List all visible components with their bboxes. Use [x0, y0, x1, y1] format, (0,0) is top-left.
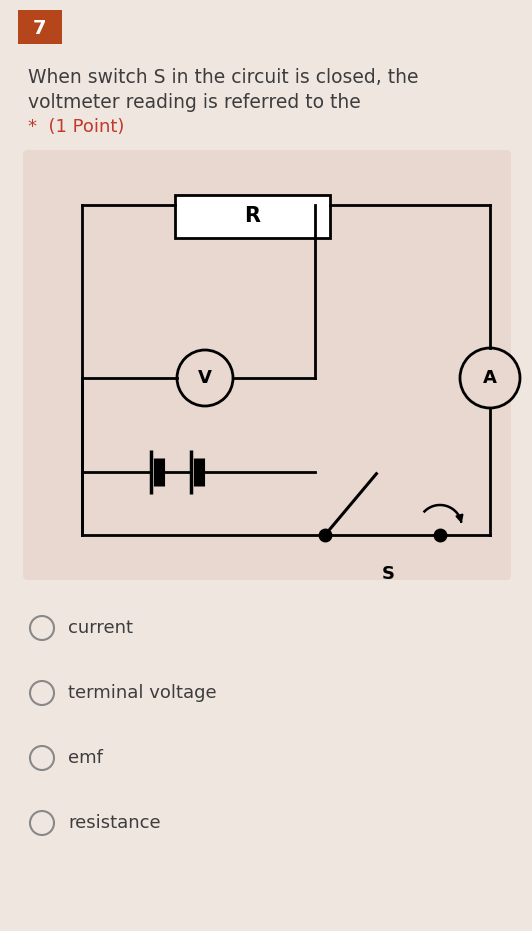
Circle shape — [30, 811, 54, 835]
Text: resistance: resistance — [68, 814, 161, 832]
Circle shape — [177, 350, 233, 406]
Circle shape — [30, 616, 54, 640]
Text: emf: emf — [68, 749, 103, 767]
Text: R: R — [245, 207, 261, 226]
Text: A: A — [483, 369, 497, 387]
Text: S: S — [381, 565, 395, 583]
Circle shape — [30, 681, 54, 705]
Text: When switch S in the circuit is closed, the: When switch S in the circuit is closed, … — [28, 68, 419, 87]
Text: terminal voltage: terminal voltage — [68, 684, 217, 702]
FancyBboxPatch shape — [18, 10, 62, 44]
Circle shape — [460, 348, 520, 408]
Text: voltmeter reading is referred to the: voltmeter reading is referred to the — [28, 93, 361, 112]
Text: 7: 7 — [33, 19, 47, 37]
Bar — [175, 195, 330, 238]
Text: current: current — [68, 619, 133, 637]
Text: *  (1 Point): * (1 Point) — [28, 118, 124, 136]
Circle shape — [30, 746, 54, 770]
Text: V: V — [198, 369, 212, 387]
FancyBboxPatch shape — [23, 150, 511, 580]
